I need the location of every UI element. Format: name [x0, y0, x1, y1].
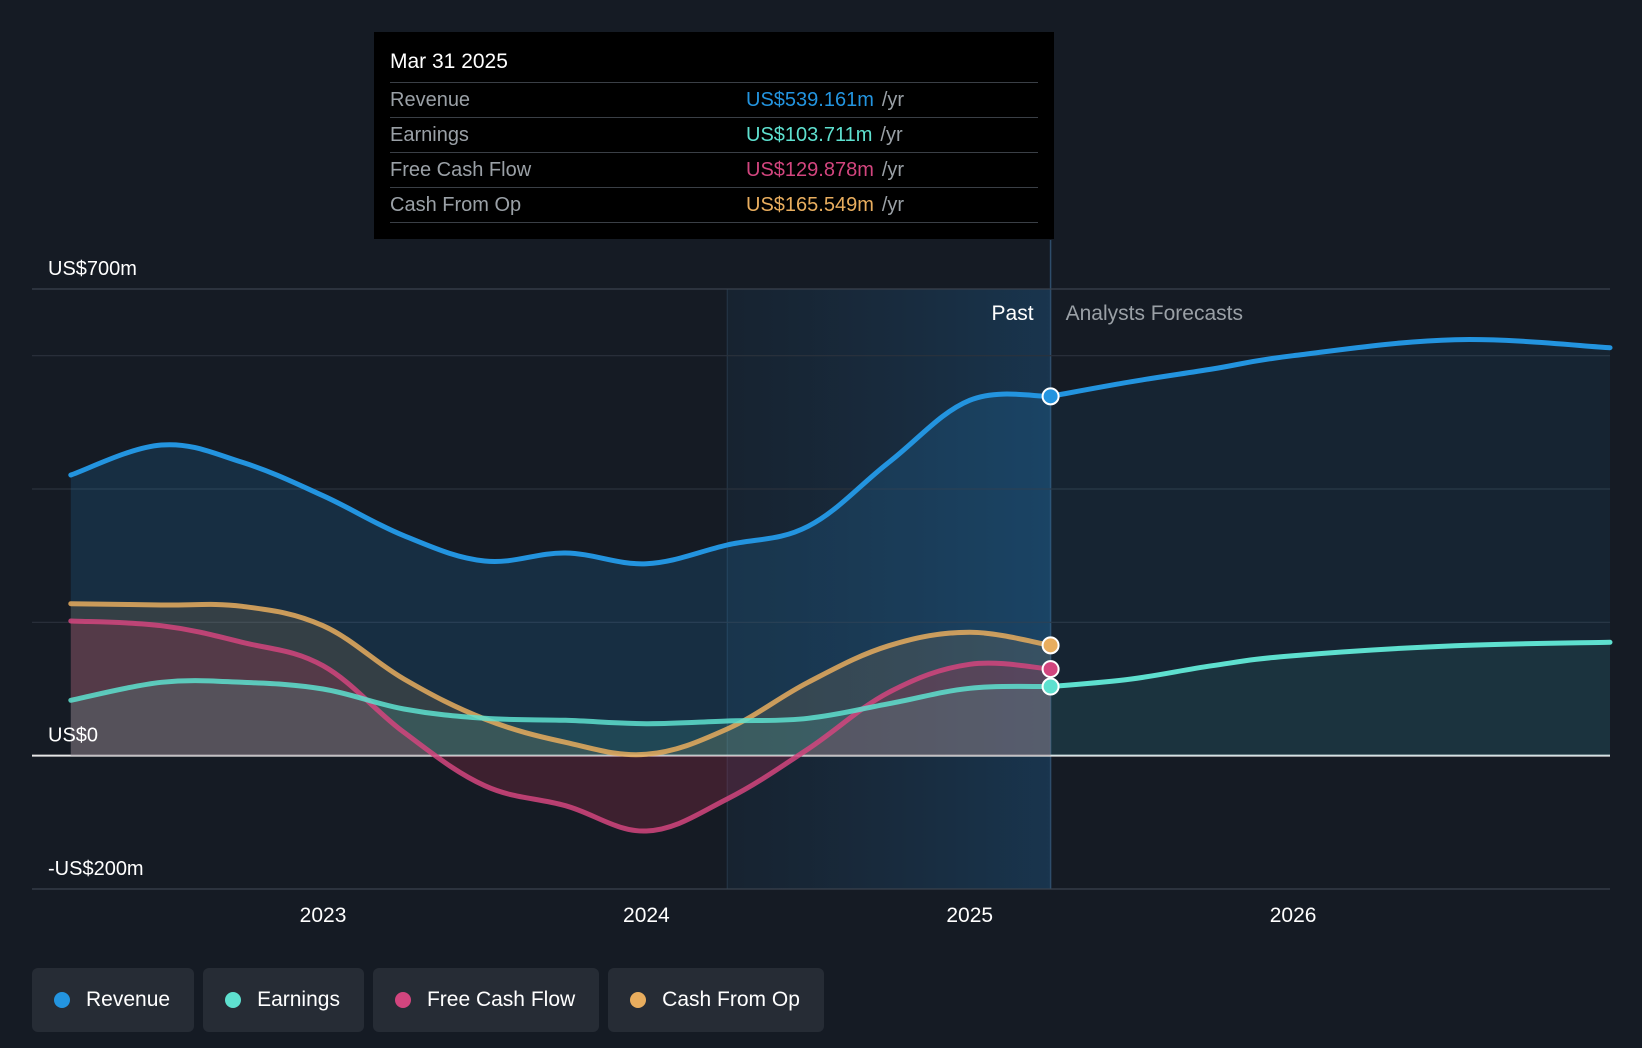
legend-label: Earnings — [257, 988, 340, 1011]
legend-label: Revenue — [86, 988, 171, 1011]
tooltip-row-cash-from-op: Cash From Op US$165.549m /yr — [390, 188, 1038, 223]
tooltip-label: Revenue — [390, 89, 471, 111]
revenue-marker — [1041, 387, 1060, 406]
earnings-forecast-line — [1048, 639, 1613, 689]
legend-dot-icon — [630, 992, 647, 1008]
tooltip-row-earnings: Earnings US$103.711m /yr — [390, 118, 1038, 153]
past-highlight-region — [727, 289, 1051, 889]
legend-dot-icon — [54, 992, 70, 1008]
tooltip-row-revenue: Revenue US$539.161m /yr — [390, 83, 1038, 118]
free-cash-flow-marker — [1041, 660, 1060, 679]
tooltip-label: Free Cash Flow — [390, 159, 532, 181]
legend-label: Free Cash Flow — [426, 988, 576, 1011]
tooltip-label: Earnings — [390, 124, 469, 146]
tooltip-row-free-cash-flow: Free Cash Flow US$129.878m /yr — [390, 153, 1038, 188]
x-tick-label: 2023 — [300, 904, 347, 927]
free-cash-flow-line — [68, 618, 1054, 834]
y-tick-label: US$700m — [48, 258, 137, 280]
revenue-area — [70, 394, 1051, 756]
legend-item-free-cash-flow[interactable]: Free Cash Flow — [372, 968, 600, 1032]
legend-item-cash-from-op[interactable]: Cash From Op — [608, 968, 824, 1032]
tooltip-value: US$165.549m — [746, 194, 874, 216]
y-tick-label: US$0 — [48, 725, 98, 747]
tooltip-unit: /yr — [881, 159, 905, 181]
legend: Revenue Earnings Free Cash Flow Cash Fro… — [32, 968, 824, 1032]
legend-dot-icon — [394, 992, 411, 1008]
legend-item-revenue[interactable]: Revenue — [32, 968, 195, 1032]
tooltip-value: US$103.711m — [746, 124, 873, 146]
tooltip-value: US$539.161m — [746, 89, 874, 111]
cash-from-op-marker — [1041, 636, 1060, 655]
tooltip-value: US$129.878m — [746, 159, 874, 181]
tooltip-unit: /yr — [881, 89, 905, 111]
tooltip-date: Mar 31 2025 — [390, 46, 1038, 83]
tooltip-unit: /yr — [880, 124, 903, 146]
earnings-line — [68, 678, 1054, 727]
legend-item-earnings[interactable]: Earnings — [203, 968, 364, 1032]
x-tick-label: 2026 — [1270, 904, 1317, 927]
y-tick-label: -US$200m — [48, 858, 144, 880]
tooltip-unit: /yr — [881, 194, 905, 216]
revenue-forecast-area — [1050, 339, 1610, 756]
x-tick-label: 2024 — [623, 904, 670, 927]
tooltip: Mar 31 2025 Revenue US$539.161m /yr Earn… — [374, 32, 1054, 239]
chart-svg: US$700m US$0 -US$200m 2023 2024 2025 2026 Past A… — [32, 240, 1613, 927]
legend-label: Cash From Op — [662, 988, 800, 1011]
legend-dot-icon — [225, 992, 242, 1008]
revenue-forecast-line — [1048, 337, 1613, 399]
earnings-area — [70, 680, 1051, 756]
free-cash-flow-negative-area — [70, 621, 1051, 832]
forecast-label: Analysts Forecasts — [1066, 302, 1243, 325]
revenue-line — [68, 391, 1054, 567]
tooltip-label: Cash From Op — [390, 194, 522, 216]
free-cash-flow-area — [70, 621, 1051, 832]
x-tick-label: 2025 — [946, 904, 993, 927]
cash-from-op-line — [68, 601, 1054, 758]
past-label: Past — [992, 302, 1034, 325]
earnings-marker — [1041, 677, 1060, 696]
